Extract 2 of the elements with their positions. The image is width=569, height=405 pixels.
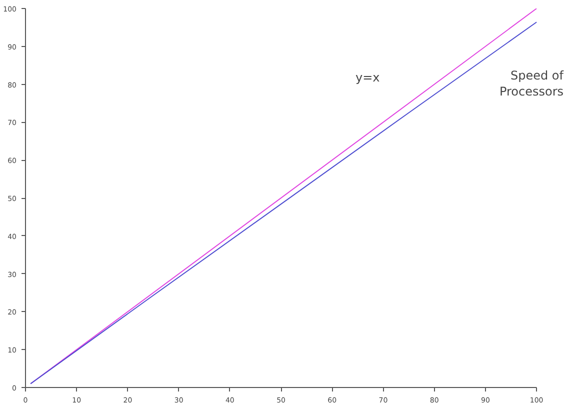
annotation: Speed of Processors: [499, 68, 564, 98]
annotation: y=x: [356, 70, 380, 84]
